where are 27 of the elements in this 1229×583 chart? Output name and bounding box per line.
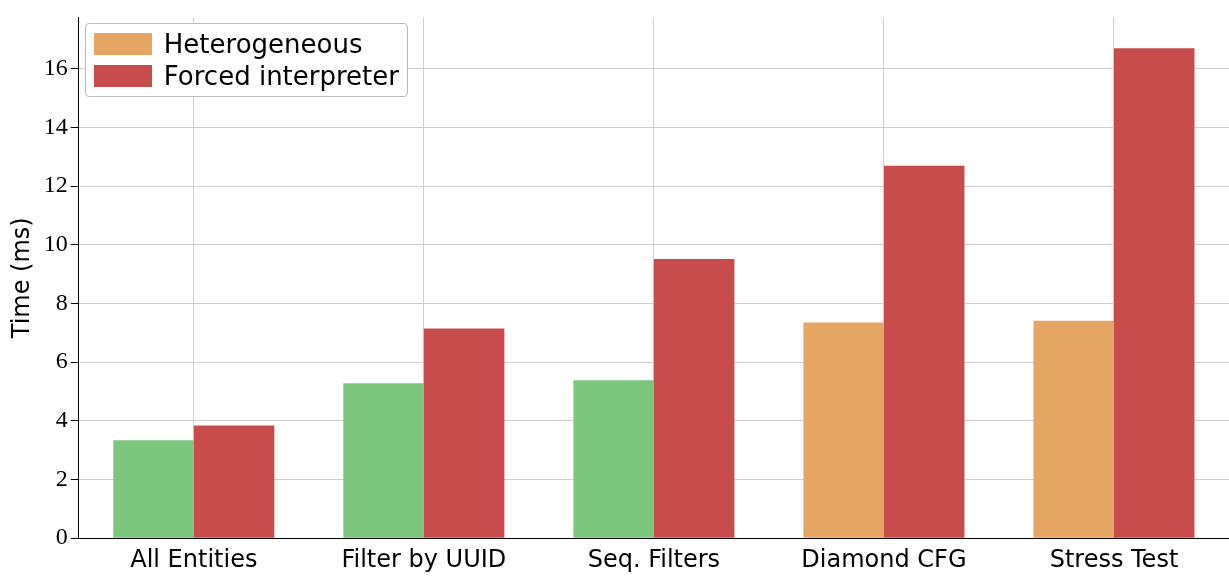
y-tick-label: 6 xyxy=(55,347,68,374)
x-tick-label: Filter by UUID xyxy=(341,544,507,573)
bar xyxy=(653,258,735,538)
y-tick-label: 0 xyxy=(55,523,68,550)
y-tick-label: 14 xyxy=(43,112,68,139)
bar xyxy=(1033,320,1114,538)
bar xyxy=(883,165,965,538)
bar xyxy=(1113,48,1195,538)
y-tick-label: 16 xyxy=(43,54,68,81)
bar xyxy=(803,322,884,538)
x-tick-label: Seq. Filters xyxy=(587,544,721,573)
bar xyxy=(113,440,194,538)
x-tick-label: Diamond CFG xyxy=(801,544,967,573)
y-tick-label: 4 xyxy=(55,406,68,433)
y-tick-label: 12 xyxy=(43,171,68,198)
x-tick-label: Stress Test xyxy=(1049,544,1179,573)
bar xyxy=(423,328,505,538)
bar xyxy=(573,380,654,538)
y-axis-title: Time (ms) xyxy=(6,217,35,340)
y-tick-label: 8 xyxy=(55,288,68,315)
bar xyxy=(193,425,275,538)
y-tick-label: 2 xyxy=(55,464,68,491)
legend-label: Heterogeneous xyxy=(163,29,363,60)
y-tick-label: 10 xyxy=(43,230,68,257)
legend-label: Forced interpreter xyxy=(163,61,399,92)
bar xyxy=(343,383,424,538)
x-tick-label: All Entities xyxy=(130,544,258,573)
